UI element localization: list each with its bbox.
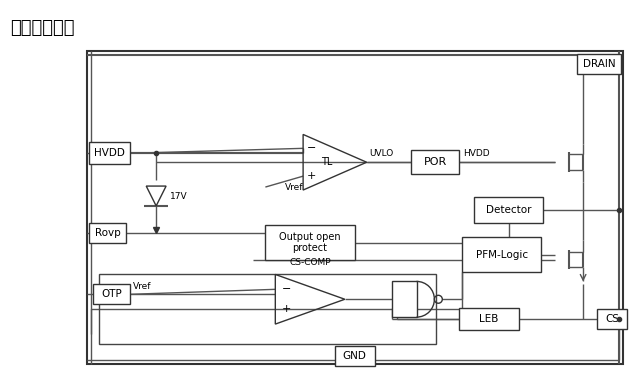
Text: UVLO: UVLO <box>369 149 394 158</box>
Text: +: + <box>282 304 292 314</box>
Text: Vref: Vref <box>285 183 303 192</box>
Text: DRAIN: DRAIN <box>582 59 615 69</box>
Bar <box>412 150 459 174</box>
Bar <box>87 51 623 364</box>
Text: 内部功能框图: 内部功能框图 <box>10 19 75 37</box>
Text: +: + <box>307 171 316 181</box>
Text: CS: CS <box>605 314 619 324</box>
Bar <box>93 284 130 304</box>
Text: Detector: Detector <box>486 205 531 215</box>
Text: Output open
protect: Output open protect <box>279 232 341 254</box>
Bar <box>89 142 130 164</box>
Bar <box>597 309 627 329</box>
Text: GND: GND <box>343 351 367 361</box>
Bar <box>265 225 355 260</box>
Bar <box>89 223 126 243</box>
Text: Rovp: Rovp <box>94 228 121 238</box>
Text: PFM-Logic: PFM-Logic <box>476 250 528 260</box>
Text: −: − <box>282 284 292 294</box>
Bar <box>392 281 417 317</box>
Text: −: − <box>307 143 316 153</box>
Text: HVDD: HVDD <box>463 149 489 158</box>
Text: HVDD: HVDD <box>94 148 125 158</box>
Text: CS-COMP: CS-COMP <box>289 258 331 267</box>
Text: POR: POR <box>424 157 447 167</box>
Bar <box>474 197 544 223</box>
Text: Vref: Vref <box>133 282 152 291</box>
Bar <box>335 346 375 366</box>
Bar <box>99 274 436 344</box>
Text: 17V: 17V <box>170 192 188 200</box>
Bar <box>462 237 542 272</box>
Text: OTP: OTP <box>101 289 122 299</box>
Text: TL: TL <box>322 157 332 167</box>
Text: LEB: LEB <box>479 314 498 324</box>
Bar <box>577 54 621 74</box>
Bar <box>459 308 519 330</box>
